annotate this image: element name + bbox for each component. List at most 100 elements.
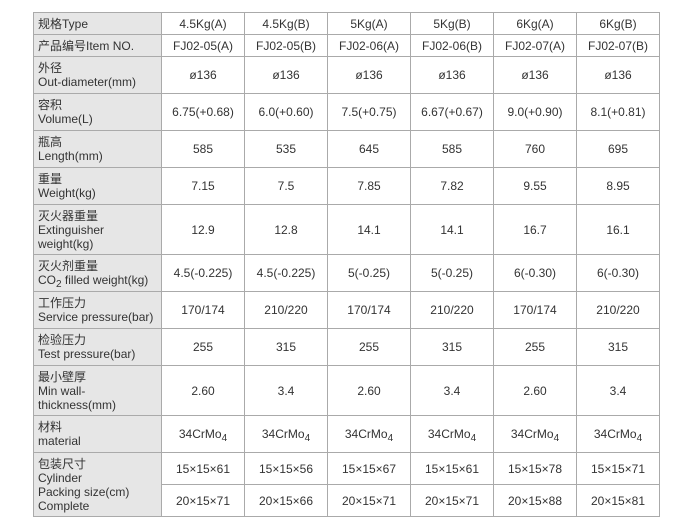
table-row: 外径 Out-diameter(mm) ø136 ø136 ø136 ø136 ø136 ø1… xyxy=(33,56,660,94)
table-cell: 645 xyxy=(327,130,411,168)
label-cn: 产品编号 xyxy=(38,38,87,53)
row-header: 最小壁厚 Min wall-thickness(mm) xyxy=(33,365,162,416)
table-cell: 20×15×66 xyxy=(244,484,328,517)
table-cell: FJ02-05(A) xyxy=(161,34,245,57)
packing-label-cylinder: Cylinder xyxy=(38,470,83,485)
table-cell: 2.60 xyxy=(161,365,245,416)
table-cell: 20×15×71 xyxy=(410,484,494,517)
table-row: 检验压力 Test pressure(bar) 255 315 255 315 255 315 xyxy=(33,328,660,366)
row-header: 包装尺寸 Cylinder Packing size(cm) Complete xyxy=(33,452,162,517)
table-cell: 7.15 xyxy=(161,167,245,205)
table-cell: FJ02-05(B) xyxy=(244,34,328,57)
table-cell: 12.9 xyxy=(161,204,245,255)
row-header: 规格Type xyxy=(33,12,162,35)
table-cell: 20×15×88 xyxy=(493,484,577,517)
label-cn: 重量 xyxy=(38,172,63,186)
label-en: Weight(kg) xyxy=(38,186,96,200)
label-en: Length(mm) xyxy=(38,149,103,163)
table-cell: 3.4 xyxy=(244,365,328,416)
table-cell: 6.67(+0.67) xyxy=(410,93,494,131)
material-subscript: 4 xyxy=(636,433,643,444)
table-cell: 4.5(-0.225) xyxy=(244,254,328,292)
table-row: 最小壁厚 Min wall-thickness(mm) 2.60 3.4 2.60 3.4… xyxy=(33,365,660,416)
table-cell: 7.82 xyxy=(410,167,494,205)
material-main: 34CrMo xyxy=(261,427,305,441)
row-header: 工作压力 Service pressure(bar) xyxy=(33,291,162,329)
table-cell: 7.5(+0.75) xyxy=(327,93,411,131)
material-main: 34CrMo xyxy=(510,427,554,441)
table-cell: 6(-0.30) xyxy=(493,254,577,292)
label-en: Min wall-thickness(mm) xyxy=(38,383,117,412)
table-cell: 585 xyxy=(410,130,494,168)
table-cell: 255 xyxy=(493,328,577,366)
packing-label-cn: 包装尺寸 xyxy=(38,456,87,471)
table-cell: 34CrMo4 xyxy=(493,415,577,453)
table-row: 重量 Weight(kg) 7.15 7.5 7.85 7.82 9.55 8.95 xyxy=(33,167,660,205)
table-cell: 6.0(+0.60) xyxy=(244,93,328,131)
table-cell: 14.1 xyxy=(410,204,494,255)
spec-table: 规格Type 4.5Kg(A) 4.5Kg(B) 5Kg(A) 5Kg(B) 6Kg(A)… xyxy=(33,12,660,517)
table-cell: ø136 xyxy=(410,56,494,94)
label-cn: 外径 xyxy=(38,61,63,75)
table-cell: 16.7 xyxy=(493,204,577,255)
table-cell: 20×15×81 xyxy=(576,484,660,517)
table-row: 灭火剂重量 CO2 filled weight(kg) 4.5(-0.225) 4.5… xyxy=(33,254,660,292)
row-header: 灭火器重量 Extinguisher weight(kg) xyxy=(33,204,162,255)
label-en-prefix: CO xyxy=(38,273,56,287)
table-row: 20×15×71 20×15×66 20×15×71 20×15×71 20×15×88… xyxy=(34,484,660,517)
table-cell: 4.5Kg(B) xyxy=(244,12,328,35)
label-cn: 容积 xyxy=(38,98,63,112)
table-cell: 315 xyxy=(410,328,494,366)
table-cell: 210/220 xyxy=(410,291,494,329)
table-row: 材料 material 34CrMo4 34CrMo4 34CrMo4 34CrMo4 34… xyxy=(33,415,660,453)
material-main: 34CrMo xyxy=(427,427,471,441)
material-main: 34CrMo xyxy=(178,427,222,441)
table-cell: 6Kg(A) xyxy=(493,12,577,35)
label-cn: 工作压力 xyxy=(38,296,87,310)
table-cell: 8.95 xyxy=(576,167,660,205)
table-cell: 255 xyxy=(161,328,245,366)
table-cell: 170/174 xyxy=(493,291,577,329)
table-cell: 5(-0.25) xyxy=(410,254,494,292)
packing-label-en: Packing size(cm) xyxy=(38,484,130,499)
row-header: 检验压力 Test pressure(bar) xyxy=(33,328,162,366)
table-cell: 2.60 xyxy=(327,365,411,416)
table-cell: 8.1(+0.81) xyxy=(576,93,660,131)
label-en: material xyxy=(38,434,81,448)
table-cell: 2.60 xyxy=(493,365,577,416)
table-cell: 6.75(+0.68) xyxy=(161,93,245,131)
table-cell: ø136 xyxy=(161,56,245,94)
table-cell: FJ02-07(B) xyxy=(576,34,660,57)
label-en: Volume(L) xyxy=(38,112,93,126)
table-row: 规格Type 4.5Kg(A) 4.5Kg(B) 5Kg(A) 5Kg(B) 6Kg(A)… xyxy=(33,12,660,35)
table-cell: 585 xyxy=(161,130,245,168)
label-cn: 规格 xyxy=(38,16,63,31)
table-cell: 34CrMo4 xyxy=(244,415,328,453)
table-cell: 7.85 xyxy=(327,167,411,205)
label-en: Test pressure(bar) xyxy=(38,347,136,361)
table-cell: 15×15×67 xyxy=(327,452,411,485)
row-header: 灭火剂重量 CO2 filled weight(kg) xyxy=(33,254,162,292)
table-cell: 34CrMo4 xyxy=(410,415,494,453)
label-cn: 材料 xyxy=(38,420,63,434)
table-cell: 255 xyxy=(327,328,411,366)
table-row: 容积 Volume(L) 6.75(+0.68) 6.0(+0.60) 7.5(+0.7… xyxy=(33,93,660,131)
table-cell: 34CrMo4 xyxy=(161,415,245,453)
label-cn: 最小壁厚 xyxy=(38,369,87,384)
table-cell: 760 xyxy=(493,130,577,168)
table-cell: 535 xyxy=(244,130,328,168)
table-cell: 12.8 xyxy=(244,204,328,255)
material-subscript: 4 xyxy=(387,433,394,444)
table-cell: ø136 xyxy=(576,56,660,94)
table-cell: 695 xyxy=(576,130,660,168)
table-cell: 6(-0.30) xyxy=(576,254,660,292)
table-cell: 7.5 xyxy=(244,167,328,205)
row-header: 瓶高 Length(mm) xyxy=(33,130,162,168)
table-row: 瓶高 Length(mm) 585 535 645 585 760 695 xyxy=(33,130,660,168)
table-cell: 6Kg(B) xyxy=(576,12,660,35)
label-en: Service pressure(bar) xyxy=(38,310,154,324)
row-header: 重量 Weight(kg) xyxy=(33,167,162,205)
table-cell: FJ02-07(A) xyxy=(493,34,577,57)
table-cell: 3.4 xyxy=(410,365,494,416)
table-cell: 315 xyxy=(576,328,660,366)
